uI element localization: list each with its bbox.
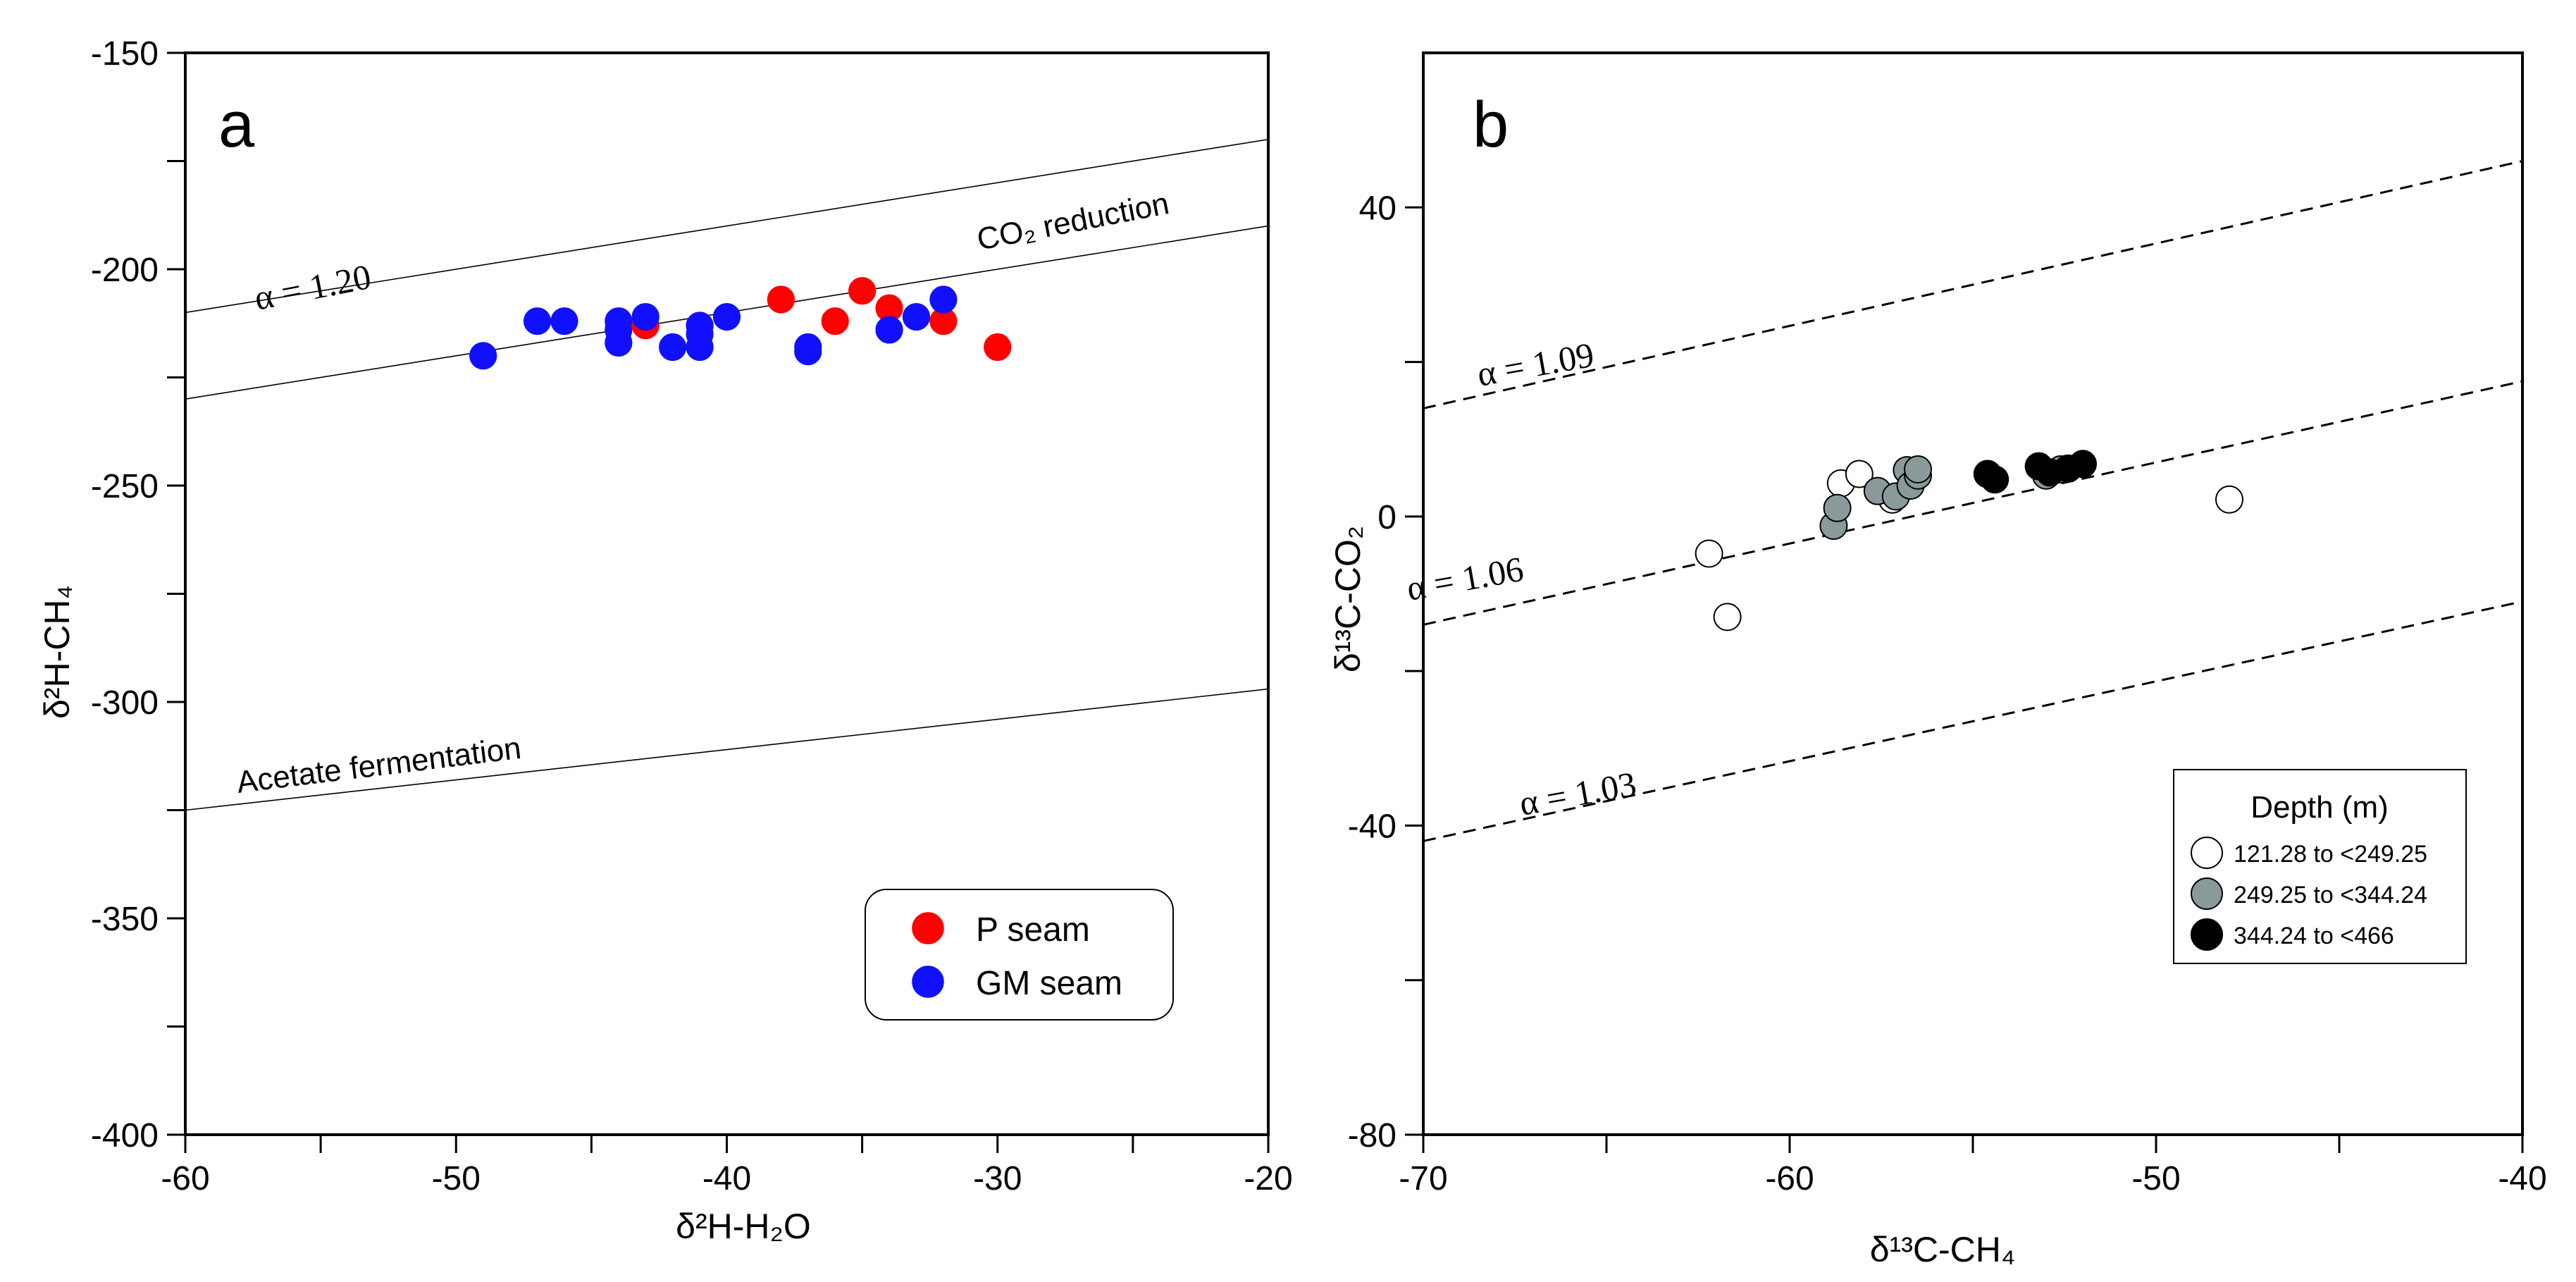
- panel-b-y-tick-label: -40: [1348, 808, 1397, 845]
- panel-a-y-axis-label: δ²H-CH₄: [37, 585, 77, 719]
- panel-b-point-249-25-to-344-24: [1904, 455, 1932, 483]
- panel-a-label: a: [218, 89, 255, 161]
- panel-a-legend-marker-p-seam: [912, 912, 944, 944]
- panel-a-x-tick-label: -40: [702, 1160, 751, 1197]
- panel-a-point-gm-seam: [712, 302, 741, 331]
- panel-b-y-axis-label: δ¹³C-CO₂: [1328, 526, 1368, 672]
- panel-b-legend-title: Depth (m): [2250, 790, 2389, 825]
- panel-b-legend-label-depth-3: 344.24 to <466: [2234, 923, 2394, 949]
- panel-b-data-points: [1695, 450, 2243, 631]
- panel-b-point-121-28-to-249-25: [2215, 485, 2243, 514]
- panel-b-x-tick-label: -50: [2131, 1160, 2180, 1197]
- panel-a-legend: P seam GM seam: [865, 889, 1174, 1021]
- panel-b-x-tick-label: -70: [1399, 1160, 1447, 1197]
- panel-b-y-tick-label: -80: [1348, 1117, 1397, 1154]
- panel-b-reference-lines: [1423, 160, 2522, 842]
- panel-a-point-gm-seam: [875, 316, 903, 344]
- panel-a-legend-label-gm-seam: GM seam: [976, 965, 1122, 1002]
- panel-a-data-points: [469, 277, 1012, 370]
- panel-b-legend-label-depth-2: 249.25 to <344.24: [2234, 882, 2427, 908]
- panel-a-point-gm-seam: [469, 342, 497, 370]
- panel-a-point-p-seam: [848, 277, 877, 305]
- panel-a-point-gm-seam: [659, 333, 687, 362]
- panel-a-y-tick-label: -250: [91, 468, 159, 505]
- panel-b-x-tick-label: -40: [2498, 1160, 2546, 1197]
- panel-b-reference-line-1: [1423, 160, 2522, 409]
- panel-b-point-344-24-to-466: [2069, 450, 2097, 479]
- panel-b-y-tick-label: 40: [1359, 190, 1397, 227]
- panel-b-point-121-28-to-249-25: [1713, 603, 1742, 631]
- panel-b-x-axis-label: δ¹³C-CH₄: [1870, 1230, 2016, 1269]
- panel-a-point-gm-seam: [686, 333, 714, 362]
- panel-b-ticks: -70 -60 -50 -40 -80 -40 0 40: [1348, 190, 2547, 1197]
- panel-b-legend: Depth (m) 121.28 to <249.25 249.25 to <3…: [2173, 769, 2467, 964]
- panel-a-point-gm-seam: [523, 307, 552, 335]
- panel-b-point-121-28-to-249-25: [1845, 460, 1874, 488]
- panel-a-x-axis-label: δ²H-H₂O: [676, 1207, 811, 1246]
- panel-b-label: b: [1473, 89, 1509, 161]
- panel-a-point-p-seam: [984, 333, 1012, 362]
- panel-a-x-tick-label: -50: [432, 1160, 481, 1197]
- panel-a-reference-line-1: [185, 139, 1268, 314]
- panel-b-reference-line-2: [1423, 380, 2522, 626]
- panel-a-y-tick-label: -400: [91, 1117, 159, 1154]
- panel-a-x-tick-label: -20: [1244, 1160, 1292, 1197]
- panel-a-point-gm-seam: [631, 302, 660, 331]
- panel-a-point-gm-seam: [929, 285, 958, 314]
- panel-a-y-tick-label: -150: [91, 35, 159, 73]
- panel-b-y-tick-label: 0: [1377, 499, 1397, 536]
- panel-a-reference-line-3: [185, 688, 1268, 811]
- panel-b-point-344-24-to-466: [1981, 465, 2010, 494]
- panel-b-legend-marker-depth-1: [2191, 837, 2223, 869]
- panel-a-y-tick-label: -300: [91, 684, 159, 722]
- panel-a-y-tick-label: -350: [91, 901, 159, 938]
- panel-a-ticks: -60 -50 -40 -30 -20 -400 -350 -300 -250 -200 -150: [91, 35, 1293, 1197]
- panel-b-point-249-25-to-344-24: [1823, 493, 1852, 522]
- panel-a-point-gm-seam: [550, 307, 578, 335]
- panel-a-x-tick-label: -30: [973, 1160, 1022, 1197]
- panel-a-point-p-seam: [821, 307, 849, 335]
- panel-a-x-tick-label: -60: [161, 1160, 209, 1197]
- panel-a-y-tick-label: -200: [91, 252, 159, 289]
- panel-b-x-tick-label: -60: [1765, 1160, 1814, 1197]
- panel-b-legend-marker-depth-3: [2191, 918, 2223, 951]
- panel-a-point-p-seam: [767, 285, 795, 314]
- panel-b-reference-line-3: [1423, 600, 2522, 842]
- panel-a-legend-marker-gm-seam: [912, 966, 944, 998]
- panel-a-point-gm-seam: [794, 338, 822, 366]
- panel-a-point-gm-seam: [902, 302, 931, 331]
- panel-b-legend-marker-depth-2: [2191, 877, 2223, 910]
- panel-b-point-121-28-to-249-25: [1695, 539, 1723, 568]
- panel-a-legend-label-p-seam: P seam: [976, 911, 1090, 949]
- panel-a-point-gm-seam: [605, 328, 633, 357]
- panel-b-legend-label-depth-1: 121.28 to <249.25: [2234, 841, 2427, 868]
